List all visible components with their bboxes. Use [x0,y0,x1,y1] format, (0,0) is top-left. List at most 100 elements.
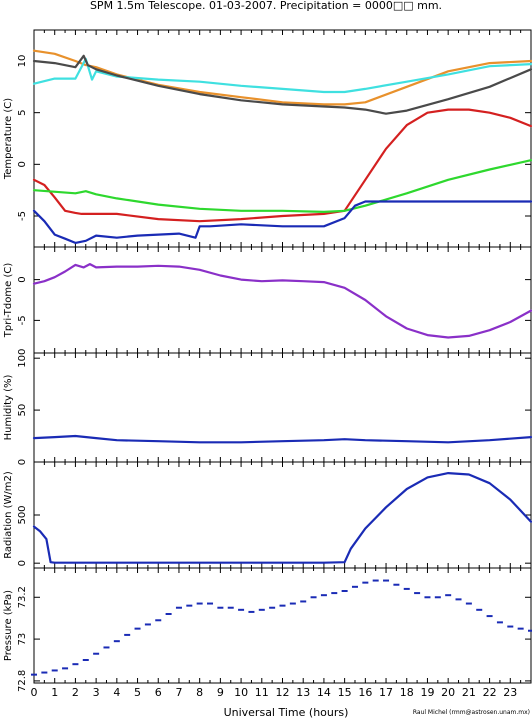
data-point [134,627,141,630]
data-point [248,610,255,613]
y-tick-label: 72.8 [17,670,28,692]
data-point [300,600,307,603]
data-point [51,669,58,672]
y-tick-label: 10 [17,55,28,68]
x-tick-label: 20 [441,686,455,699]
data-point [62,667,69,670]
data-point [227,606,234,609]
chart-title: SPM 1.5m Telescope. 01-03-2007. Precipit… [90,0,442,12]
data-point [103,646,110,649]
x-tick-label: 14 [317,686,331,699]
x-tick-label: 8 [196,686,203,699]
x-tick-label: 12 [276,686,290,699]
data-point [434,596,441,599]
x-tick-label: 15 [338,686,352,699]
y-axis-label: Radiation (W/m2) [3,471,14,559]
y-tick-label: -5 [17,315,28,325]
data-point [517,627,524,630]
data-point [424,596,431,599]
x-tick-label: 13 [296,686,310,699]
data-point [124,633,131,636]
data-point [31,673,37,676]
panel-temperature: -5 0 5 10 Temperature (C) [3,29,532,248]
data-point [465,602,472,605]
data-point [414,592,421,595]
data-point [383,579,390,582]
data-point [258,608,265,611]
y-tick-label: 100 [17,349,28,368]
x-tick-label: 7 [175,686,182,699]
x-tick-label: 6 [155,686,162,699]
x-tick-label: 10 [234,686,248,699]
panel-frame [33,567,532,684]
data-point [207,602,214,605]
data-point [217,606,224,609]
x-tick-label: 9 [217,686,224,699]
x-tick-label: 19 [420,686,434,699]
series-line-blue [32,434,532,444]
data-point [144,623,151,626]
data-point [155,619,162,622]
y-axis-label: Tpri-Tdome (C) [3,263,14,339]
x-tick-label: 2 [72,686,79,699]
x-tick-label: 21 [462,686,476,699]
series-line-purple [32,263,532,339]
x-tick-label: 0 [31,686,38,699]
x-tick-label: 16 [358,686,372,699]
data-point [186,604,193,607]
y-tick-label: 500 [17,505,28,524]
x-tick-label: 5 [134,686,141,699]
data-point [320,594,327,597]
x-tick-label: 1 [51,686,58,699]
series-line-green [32,159,532,213]
series-line-red [32,108,532,223]
data-point [403,587,410,590]
y-tick-label: 0 [17,459,28,465]
y-tick-label: 0 [17,560,28,566]
y-tick-label: 0 [17,161,28,167]
data-point [310,596,317,599]
y-tick-label: 5 [17,109,28,115]
data-point [238,608,245,611]
data-point [496,621,503,624]
x-tick-label: 23 [503,686,517,699]
x-tick-label: 22 [483,686,497,699]
x-tick-label: 3 [93,686,100,699]
data-point [331,592,338,595]
data-point [372,579,379,582]
data-point [196,602,203,605]
data-point [279,604,286,607]
y-tick-label: -5 [17,211,28,221]
data-point [445,594,452,597]
data-point [486,615,493,618]
data-point [165,613,172,615]
x-tick-label: 4 [113,686,120,699]
data-point [269,606,276,609]
credit-label: Raul Michel (rmm@astrosen.unam.mx) [413,709,530,716]
x-tick-label: 17 [379,686,393,699]
y-axis-label: Temperature (C) [3,98,14,180]
data-point [82,659,89,661]
x-axis-label: Universal Time (hours) [224,706,349,719]
panel-frame [33,461,532,569]
data-point [455,598,462,601]
y-axis-label: Humidity (%) [3,374,14,440]
data-point [72,663,79,666]
series-line-cyan [32,57,532,94]
y-tick-label: 0 [17,276,28,282]
series-line-blue [32,200,532,244]
data-point [41,671,48,674]
y-tick-label: 50 [17,404,28,417]
data-point [393,583,400,586]
data-point [351,585,358,588]
series-line-blue [32,472,532,564]
data-point [93,652,100,655]
panel-frame [33,352,532,463]
data-point [507,625,514,628]
data-point [175,606,182,609]
data-point [113,640,120,643]
